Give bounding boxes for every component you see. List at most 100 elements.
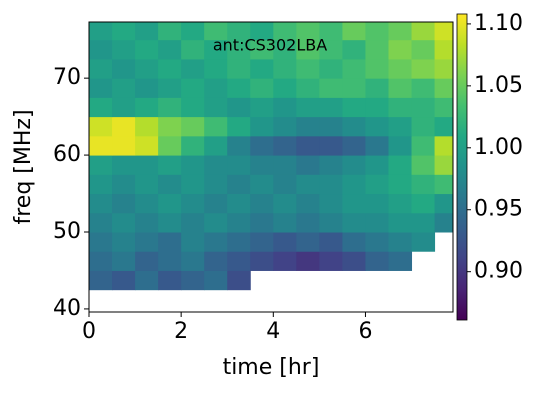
- heatmap-cell: [411, 212, 436, 233]
- heatmap-cell: [181, 193, 205, 214]
- heatmap-cell: [204, 97, 228, 118]
- heatmap-cell: [181, 135, 205, 156]
- heatmap-cell: [135, 193, 159, 214]
- heatmap-cell: [273, 97, 297, 118]
- heatmap-cell: [89, 155, 113, 175]
- heatmap-cell: [342, 251, 366, 271]
- heatmap-cell: [158, 212, 182, 233]
- heatmap-cell: [342, 39, 366, 60]
- heatmap-cell: [319, 97, 343, 118]
- heatmap-cell: [181, 116, 205, 137]
- heatmap-cell: [135, 174, 159, 195]
- heatmap-cell: [365, 212, 389, 233]
- heatmap-cell: [411, 174, 436, 195]
- heatmap-cell: [181, 39, 205, 60]
- heatmap-cell: [112, 39, 136, 60]
- heatmap-cell: [434, 78, 454, 98]
- heatmap-cell: [434, 97, 454, 118]
- heatmap-cell: [319, 135, 343, 156]
- heatmap-cell: [296, 193, 320, 214]
- heatmap-cell: [204, 174, 228, 195]
- heatmap-cell: [89, 39, 113, 60]
- annotation: ant:CS302LBA: [213, 36, 327, 55]
- heatmap-cell: [227, 135, 251, 156]
- heatmap-cell: [342, 232, 366, 252]
- y-axis-label: freq [MHz]: [11, 109, 36, 224]
- heatmap-cell: [365, 22, 389, 41]
- heatmap-cell: [89, 135, 113, 156]
- heatmap-cell: [250, 135, 274, 156]
- heatmap-cell: [365, 232, 389, 252]
- heatmap-cell: [411, 97, 436, 118]
- heatmap-cell: [319, 174, 343, 195]
- heatmap-cell: [135, 116, 159, 137]
- heatmap-cell: [296, 155, 320, 175]
- heatmap-cell: [112, 78, 136, 98]
- heatmap-cell: [181, 78, 205, 98]
- heatmap-cell: [296, 212, 320, 233]
- heatmap-cell: [365, 193, 389, 214]
- heatmap-cell: [411, 232, 436, 252]
- heatmap-cell: [296, 251, 320, 271]
- colorbar-tick-label: 1.00: [474, 135, 523, 160]
- heatmap-cell: [342, 155, 366, 175]
- heatmap-cell: [342, 58, 366, 79]
- heatmap-cell: [319, 155, 343, 175]
- colorbar-tick-label: 1.05: [474, 73, 523, 98]
- heatmap-cell: [89, 193, 113, 214]
- heatmap-cell: [227, 97, 251, 118]
- heatmap-cell: [158, 135, 182, 156]
- heatmap-cell: [158, 97, 182, 118]
- heatmap-cell: [227, 212, 251, 233]
- heatmap-cell: [296, 78, 320, 98]
- heatmap-cell: [112, 22, 136, 41]
- heatmap-cell: [388, 174, 413, 195]
- colorbar: [456, 13, 468, 321]
- heatmap-cell: [411, 135, 436, 156]
- heatmap-cell: [112, 232, 136, 252]
- heatmap-cell: [388, 232, 413, 252]
- heatmap-cell: [273, 251, 297, 271]
- heatmap-cell: [204, 251, 228, 271]
- heatmap-cell: [112, 212, 136, 233]
- plot-frame: [88, 21, 454, 313]
- heatmap-cell: [434, 135, 454, 156]
- heatmap-cell: [204, 232, 228, 252]
- heatmap-cell: [250, 155, 274, 175]
- heatmap-cell: [319, 193, 343, 214]
- heatmap-cell: [411, 78, 436, 98]
- heatmap-cell: [250, 193, 274, 214]
- heatmap-cell: [227, 193, 251, 214]
- heatmap-cell: [204, 78, 228, 98]
- heatmap-cell: [89, 97, 113, 118]
- heatmap-cell: [411, 58, 436, 79]
- heatmap-cell: [319, 58, 343, 79]
- heatmap-cell: [89, 22, 113, 41]
- heatmap-cell: [273, 232, 297, 252]
- heatmap-cell: [181, 174, 205, 195]
- heatmap-cell: [342, 78, 366, 98]
- heatmap-cell: [158, 232, 182, 252]
- colorbar-tick-label: 1.10: [474, 11, 523, 36]
- heatmap-cell: [273, 155, 297, 175]
- heatmap-cell: [250, 22, 274, 41]
- heatmap-cell: [204, 135, 228, 156]
- heatmap-cell: [181, 212, 205, 233]
- heatmap-cell: [365, 135, 389, 156]
- heatmap-cell: [181, 232, 205, 252]
- heatmap-cell: [181, 22, 205, 41]
- heatmap-cell: [112, 270, 136, 291]
- heatmap-cell: [112, 174, 136, 195]
- heatmap-cell: [204, 270, 228, 291]
- heatmap-cell: [158, 270, 182, 291]
- heatmap-cell: [296, 135, 320, 156]
- heatmap-cell: [89, 251, 113, 271]
- heatmap-cell: [89, 270, 113, 291]
- heatmap-cell: [319, 116, 343, 137]
- heatmap-cell: [227, 155, 251, 175]
- heatmap-cell: [135, 78, 159, 98]
- heatmap-cell: [158, 22, 182, 41]
- heatmap-cell: [434, 193, 454, 214]
- y-tick-label: 70: [53, 65, 81, 90]
